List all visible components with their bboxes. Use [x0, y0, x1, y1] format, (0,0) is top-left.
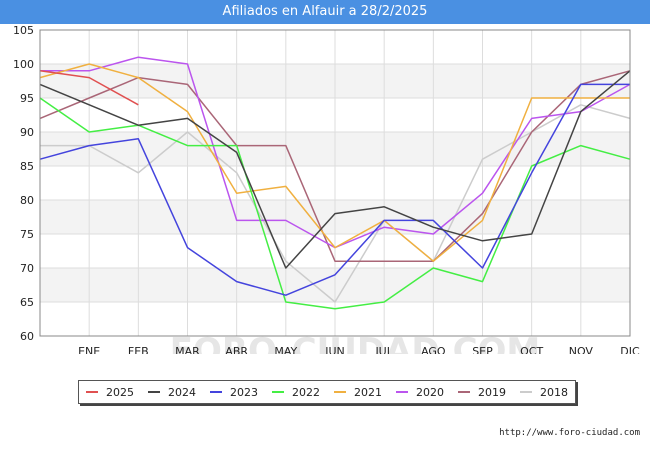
- legend: 2025 2024 2023 2022 2021 2020 2019 2018: [78, 380, 576, 404]
- legend-item-2018: 2018: [520, 386, 568, 399]
- legend-swatch: [458, 391, 470, 393]
- x-tick-label: NOV: [569, 345, 594, 354]
- legend-swatch: [148, 391, 160, 393]
- series-line-2023: [39, 83, 630, 296]
- x-tick-label: ABR: [225, 345, 248, 354]
- y-tick-label: 95: [20, 92, 34, 105]
- legend-item-2024: 2024: [148, 386, 196, 399]
- legend-item-2020: 2020: [396, 386, 444, 399]
- legend-label: 2019: [478, 385, 506, 399]
- series-line-2024: [39, 70, 631, 269]
- x-tick-label: SEP: [472, 345, 493, 354]
- x-tick-label: AGO: [421, 345, 446, 354]
- legend-label: 2021: [354, 385, 382, 399]
- x-axis-ticks: ENE FEB MAR ABR MAY JUN JUL AGO SEP OCT NOV DIC: [78, 345, 640, 354]
- y-tick-label: 100: [13, 58, 34, 71]
- series-line-2021: [39, 63, 630, 262]
- plot-border: [39, 29, 631, 337]
- legend-label: 2018: [540, 385, 568, 399]
- x-tick-label: JUN: [324, 345, 345, 354]
- chart-title: Afiliados en Alfauir a 28/2/2025: [0, 0, 650, 24]
- y-tick-label: 70: [20, 262, 34, 275]
- legend-swatch: [334, 391, 346, 393]
- legend-item-2025: 2025: [86, 386, 134, 399]
- y-tick-label: 75: [20, 228, 34, 241]
- x-tick-label: DIC: [620, 345, 640, 354]
- watermark: FORO-CIUDAD.COM: [170, 331, 541, 354]
- legend-item-2021: 2021: [334, 386, 382, 399]
- y-tick-label: 60: [20, 330, 34, 343]
- legend-swatch: [272, 391, 284, 393]
- y-axis-ticks: 60 65 70 75 80 85 90 95 100 105: [13, 24, 34, 343]
- x-tick-label: MAY: [274, 345, 297, 354]
- series-lines: [39, 56, 631, 310]
- legend-label: 2020: [416, 385, 444, 399]
- x-tick-label: MAR: [175, 345, 200, 354]
- legend-label: 2025: [106, 385, 134, 399]
- legend-swatch: [396, 391, 408, 393]
- watermark-text: FORO-CIUDAD.COM: [170, 331, 541, 354]
- legend-swatch: [86, 391, 98, 393]
- y-tick-label: 80: [20, 194, 34, 207]
- y-tick-label: 105: [13, 24, 34, 37]
- line-chart: FORO-CIUDAD.COM 60 65 70 75 80 85 90 95 100 105 E…: [13, 24, 640, 354]
- y-tick-label: 90: [20, 126, 34, 139]
- y-tick-label: 65: [20, 296, 34, 309]
- legend-label: 2024: [168, 385, 196, 399]
- x-tick-label: JUL: [374, 345, 393, 354]
- source-url: http://www.foro-ciudad.com: [499, 428, 640, 438]
- legend-swatch: [520, 391, 532, 393]
- legend-swatch: [210, 391, 222, 393]
- legend-label: 2023: [230, 385, 258, 399]
- x-tick-label: ENE: [78, 345, 100, 354]
- legend-label: 2022: [292, 385, 320, 399]
- legend-item-2022: 2022: [272, 386, 320, 399]
- legend-item-2023: 2023: [210, 386, 258, 399]
- series-line-2025: [39, 70, 139, 106]
- legend-item-2019: 2019: [458, 386, 506, 399]
- x-tick-label: OCT: [520, 345, 543, 354]
- y-tick-label: 85: [20, 160, 34, 173]
- x-tick-label: FEB: [128, 345, 149, 354]
